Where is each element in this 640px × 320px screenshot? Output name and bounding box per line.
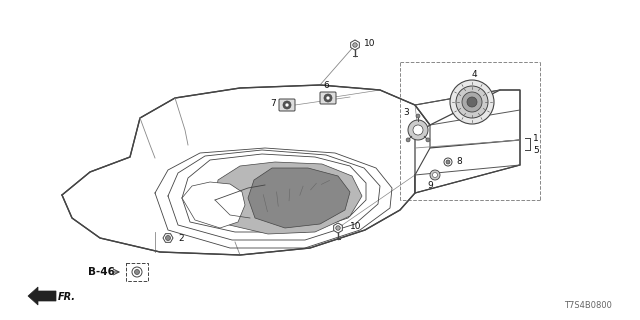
Circle shape	[433, 172, 438, 178]
Text: 5: 5	[533, 146, 539, 155]
Circle shape	[353, 43, 357, 47]
FancyBboxPatch shape	[320, 92, 336, 104]
Circle shape	[467, 97, 477, 107]
Circle shape	[456, 86, 488, 118]
Text: 10: 10	[364, 38, 376, 47]
Text: B-46: B-46	[88, 267, 115, 277]
Circle shape	[166, 236, 170, 241]
Circle shape	[285, 103, 289, 107]
Circle shape	[406, 138, 410, 142]
Polygon shape	[62, 85, 430, 255]
FancyBboxPatch shape	[279, 99, 295, 111]
Circle shape	[336, 226, 340, 230]
Polygon shape	[163, 234, 173, 242]
Circle shape	[430, 170, 440, 180]
Polygon shape	[351, 40, 359, 50]
Polygon shape	[415, 140, 520, 193]
Text: 8: 8	[456, 156, 461, 165]
Text: 2: 2	[178, 234, 184, 243]
Circle shape	[426, 138, 430, 142]
Text: T7S4B0800: T7S4B0800	[564, 301, 612, 310]
Circle shape	[134, 269, 140, 275]
Circle shape	[444, 158, 452, 166]
Text: 6: 6	[323, 81, 329, 90]
Circle shape	[413, 125, 423, 135]
Circle shape	[132, 267, 142, 277]
Circle shape	[326, 96, 330, 100]
Circle shape	[462, 92, 482, 112]
Text: 3: 3	[403, 108, 409, 116]
Polygon shape	[182, 182, 245, 228]
Polygon shape	[28, 287, 56, 305]
Bar	[126, 263, 148, 281]
Text: FR.: FR.	[58, 292, 76, 302]
Circle shape	[446, 160, 450, 164]
Polygon shape	[333, 223, 342, 233]
Polygon shape	[248, 168, 350, 228]
Text: 10: 10	[350, 221, 362, 230]
Text: 9: 9	[427, 180, 433, 189]
Text: 1: 1	[533, 133, 539, 142]
Circle shape	[450, 80, 494, 124]
Circle shape	[408, 120, 428, 140]
Polygon shape	[215, 162, 362, 234]
Polygon shape	[415, 90, 520, 148]
Circle shape	[324, 94, 332, 102]
Text: 4: 4	[471, 69, 477, 78]
Text: 7: 7	[270, 99, 276, 108]
Circle shape	[416, 114, 420, 118]
Circle shape	[283, 101, 291, 109]
